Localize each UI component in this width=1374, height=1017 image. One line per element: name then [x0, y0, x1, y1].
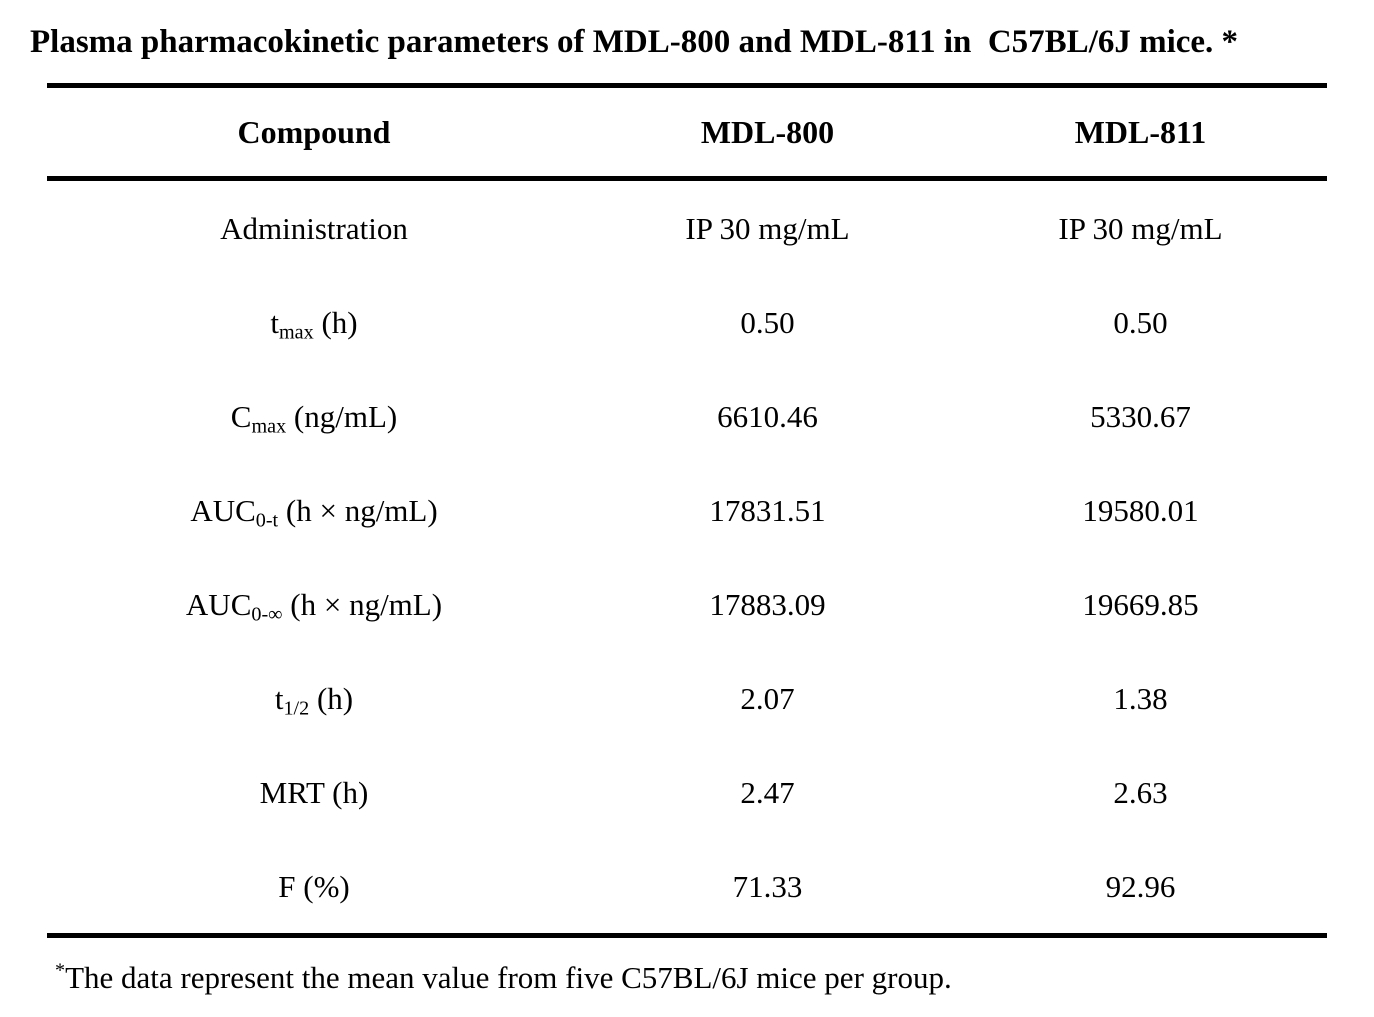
row-label-post: (h × ng/mL): [282, 586, 443, 622]
row-label-post: (h × ng/mL): [278, 492, 438, 528]
pk-table: Compound MDL-800 MDL-811 Administration …: [47, 83, 1327, 939]
mdl800-value: 2.07: [740, 680, 795, 716]
mdl800-value: 2.47: [740, 774, 795, 810]
table-row-administration: Administration IP 30 mg/mL IP 30 mg/mL: [47, 181, 1327, 275]
mdl811-value: 2.63: [1113, 774, 1168, 810]
mdl811-value: 19580.01: [1082, 492, 1199, 528]
row-label: Cmax (ng/mL): [47, 398, 581, 438]
row-label-pre: AUC: [190, 492, 256, 528]
mdl800-value: 0.50: [740, 304, 795, 340]
row-label-pre: Administration: [220, 210, 408, 246]
table-row-cmax: Cmax (ng/mL) 6610.46 5330.67: [47, 369, 1327, 463]
row-label: Administration: [47, 210, 581, 247]
table-title: Plasma pharmacokinetic parameters of MDL…: [30, 24, 1239, 60]
row-label-pre: C: [230, 398, 252, 434]
row-label-pre: F (%): [278, 868, 350, 904]
mdl811-value: 19669.85: [1082, 586, 1199, 622]
row-label-pre: t: [274, 680, 284, 716]
mdl800-value: 6610.46: [717, 398, 818, 434]
table-row-auc0t: AUC0-t (h × ng/mL) 17831.51 19580.01: [47, 463, 1327, 557]
table-footnote: *The data represent the mean value from …: [55, 958, 1344, 998]
row-label-post: (ng/mL): [286, 398, 398, 434]
header-compound: Compound: [237, 114, 391, 151]
mdl800-value: 17883.09: [709, 586, 826, 622]
table-row-thalf: t1/2 (h) 2.07 1.38: [47, 651, 1327, 745]
mdl811-value: 92.96: [1105, 868, 1176, 904]
row-label: AUC0-t (h × ng/mL): [47, 492, 581, 532]
footnote-asterisk: *: [55, 959, 66, 982]
row-label-sub: 1/2: [283, 697, 310, 720]
table-row-f: F (%) 71.33 92.96: [47, 839, 1327, 933]
mdl800-value: IP 30 mg/mL: [685, 210, 850, 246]
table-bottom-rule: [47, 933, 1327, 939]
row-label-pre: AUC: [185, 586, 252, 622]
header-mdl800: MDL-800: [700, 114, 835, 151]
table-header-row: Compound MDL-800 MDL-811: [47, 88, 1327, 176]
table-top-rule: [47, 83, 1327, 89]
table-row-mrt: MRT (h) 2.47 2.63: [47, 745, 1327, 839]
row-label: AUC0-∞ (h × ng/mL): [47, 586, 581, 626]
table-row-tmax: tmax (h) 0.50 0.50: [47, 275, 1327, 369]
mdl800-value: 17831.51: [709, 492, 826, 528]
row-label-sub: 0-∞: [251, 603, 283, 626]
row-label-pre: t: [270, 304, 280, 340]
mdl811-value: 1.38: [1113, 680, 1168, 716]
table-row-auc0inf: AUC0-∞ (h × ng/mL) 17883.09 19669.85: [47, 557, 1327, 651]
mdl800-value: 71.33: [732, 868, 803, 904]
row-label-sub: max: [279, 321, 314, 344]
footnote-text: The data represent the mean value from f…: [65, 960, 952, 996]
row-label-post: (h): [309, 680, 354, 716]
mdl811-value: 5330.67: [1090, 398, 1191, 434]
row-label: t1/2 (h): [47, 680, 581, 720]
row-label-sub: 0-t: [255, 509, 279, 532]
header-divider-rule: [47, 176, 1327, 182]
header-mdl811: MDL-811: [1074, 114, 1207, 151]
row-label-pre: MRT (h): [259, 774, 369, 810]
mdl811-value: IP 30 mg/mL: [1058, 210, 1223, 246]
mdl811-value: 0.50: [1113, 304, 1168, 340]
row-label-post: (h): [313, 304, 358, 340]
row-label: MRT (h): [47, 774, 581, 811]
row-label-sub: max: [251, 415, 287, 438]
row-label: F (%): [47, 868, 581, 905]
row-label: tmax (h): [47, 304, 581, 344]
